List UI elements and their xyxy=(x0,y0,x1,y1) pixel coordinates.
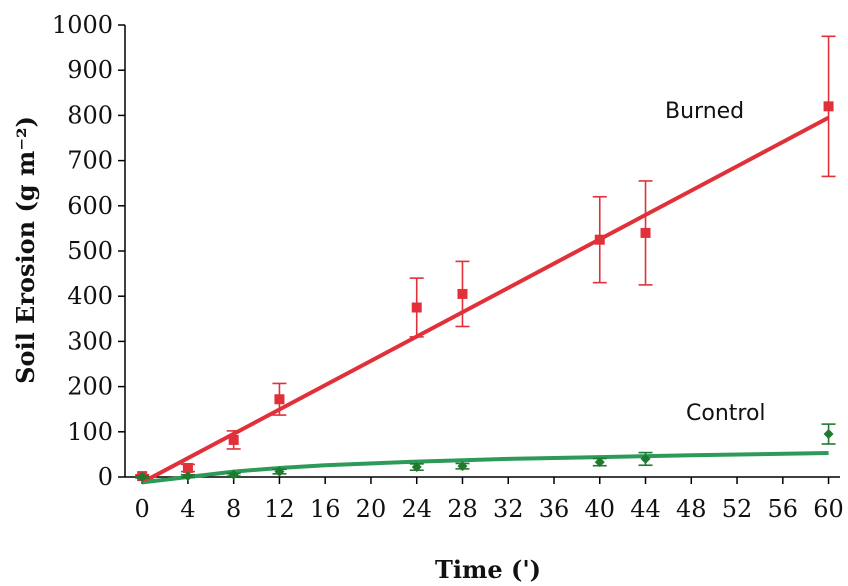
burned-point xyxy=(272,382,287,416)
x-tick-label: 36 xyxy=(539,495,570,523)
y-tick-label: 600 xyxy=(67,192,113,220)
burned-marker xyxy=(411,302,422,313)
y-tick-label: 200 xyxy=(67,373,113,401)
y-tick-label: 900 xyxy=(67,56,113,84)
burned-marker xyxy=(457,288,468,299)
x-tick-label: 24 xyxy=(401,495,432,523)
y-tick-label: 800 xyxy=(67,101,113,129)
x-tick-label: 16 xyxy=(310,495,341,523)
y-tick-label: 300 xyxy=(67,327,113,355)
x-axis-title: Time (') xyxy=(435,555,541,584)
control-point xyxy=(638,451,653,467)
x-axis-ticks: 0 4 8 12 16 20 24 28 32 36 40 44 48 52 56 60 xyxy=(135,477,844,523)
y-tick-label: 0 xyxy=(98,463,113,491)
x-tick-label: 60 xyxy=(813,495,844,523)
x-tick-label: 0 xyxy=(135,495,150,523)
y-tick-label: 400 xyxy=(67,282,113,310)
control-marker xyxy=(823,429,834,440)
control-fit-line xyxy=(141,451,829,485)
burned-fit-line xyxy=(141,115,830,485)
burned-marker xyxy=(182,462,193,473)
x-tick-label: 28 xyxy=(447,495,478,523)
y-axis-title: Soil Erosion (g m⁻²) xyxy=(11,116,40,384)
control-marker xyxy=(274,466,285,477)
control-marker xyxy=(228,469,239,480)
x-tick-label: 48 xyxy=(676,495,707,523)
burned-marker xyxy=(640,227,651,238)
control-marker xyxy=(137,472,148,482)
burned-point xyxy=(821,35,836,178)
control-point xyxy=(455,461,470,472)
y-tick-label: 100 xyxy=(67,418,113,446)
control-marker xyxy=(457,461,468,472)
control-point xyxy=(592,457,607,468)
x-tick-label: 56 xyxy=(768,495,799,523)
control-marker xyxy=(182,471,193,482)
control-marker xyxy=(411,462,422,473)
control-marker xyxy=(640,453,651,464)
data-points xyxy=(135,35,836,482)
control-point xyxy=(180,471,195,482)
x-tick-label: 52 xyxy=(722,495,753,523)
fit-lines xyxy=(141,115,830,485)
x-tick-label: 32 xyxy=(493,495,524,523)
burned-marker xyxy=(274,394,285,405)
x-tick-label: 40 xyxy=(584,495,615,523)
burned-marker xyxy=(823,101,834,112)
burned-marker xyxy=(594,234,605,245)
burned-point xyxy=(409,277,424,338)
x-tick-label: 4 xyxy=(180,495,195,523)
y-tick-label: 500 xyxy=(67,237,113,265)
burned-point xyxy=(226,430,241,450)
burned-point xyxy=(638,180,653,286)
y-tick-label: 1000 xyxy=(52,11,113,39)
control-point xyxy=(821,423,836,445)
y-tick-label: 700 xyxy=(67,147,113,175)
series-label-burned: Burned xyxy=(665,99,744,124)
burned-point xyxy=(592,195,607,284)
y-axis-ticks: 0 100 200 300 400 500 600 700 800 900 1000 xyxy=(52,11,125,491)
burned-point xyxy=(455,260,470,328)
series-label-control: Control xyxy=(686,401,766,426)
control-marker xyxy=(594,457,605,468)
control-point xyxy=(226,469,241,480)
x-tick-label: 8 xyxy=(226,495,241,523)
burned-marker xyxy=(228,434,239,445)
control-point xyxy=(135,472,150,482)
x-tick-label: 12 xyxy=(264,495,295,523)
control-point xyxy=(272,466,287,477)
x-tick-label: 20 xyxy=(356,495,387,523)
x-tick-label: 44 xyxy=(630,495,661,523)
control-point xyxy=(409,462,424,473)
